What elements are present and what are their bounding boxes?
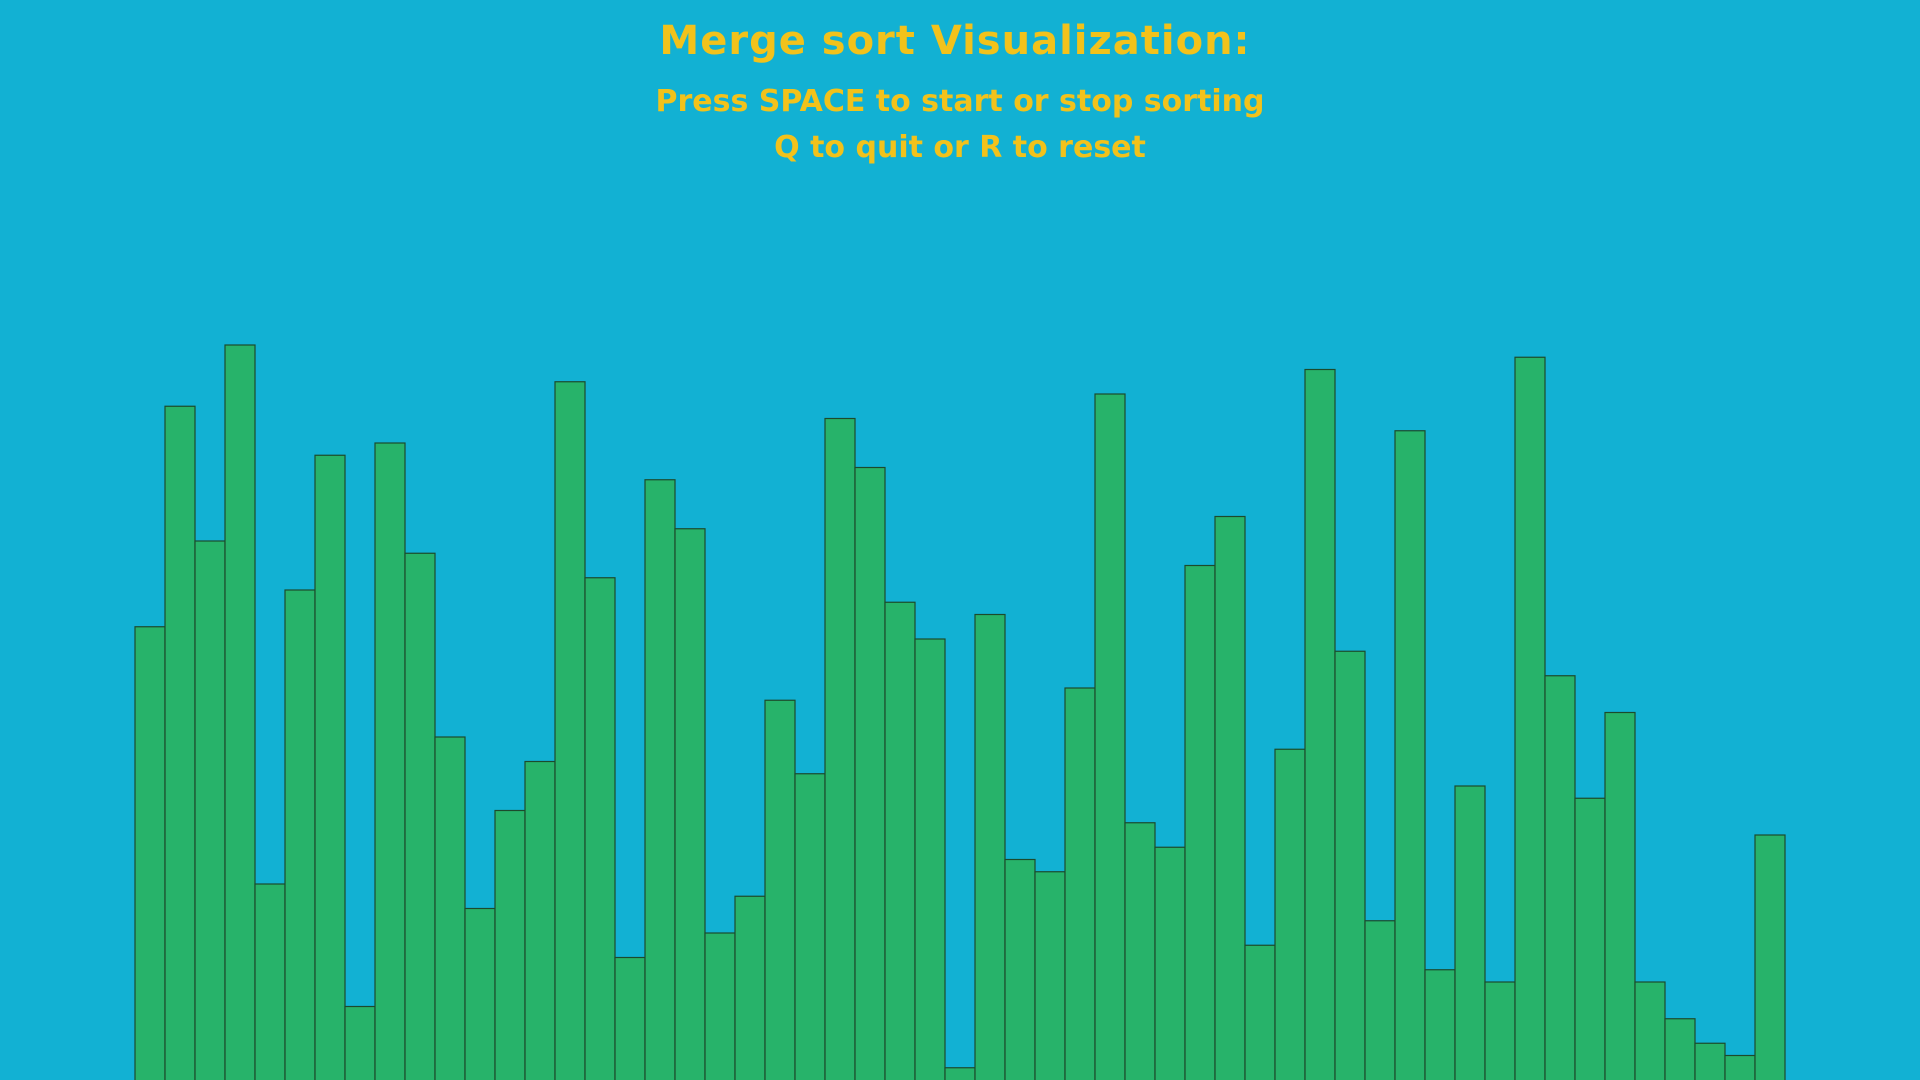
array-bar (884, 601, 916, 1080)
array-bar (1604, 711, 1636, 1080)
array-bar (944, 1067, 976, 1080)
array-bar (164, 405, 196, 1080)
array-bar (464, 907, 496, 1080)
array-bar (1484, 981, 1516, 1080)
array-bar (584, 577, 616, 1080)
array-bar (1544, 675, 1576, 1080)
array-bar (1364, 920, 1396, 1080)
array-bar (1184, 564, 1216, 1080)
array-bar (1244, 944, 1276, 1080)
array-bar (1334, 650, 1366, 1080)
array-bar (1094, 393, 1126, 1080)
array-bar (434, 736, 466, 1080)
array-bar (1394, 430, 1426, 1080)
array-bar (194, 540, 226, 1080)
array-bar (344, 1005, 376, 1080)
array-bar (734, 895, 766, 1080)
array-bar (1634, 981, 1666, 1080)
array-bar (1514, 356, 1546, 1080)
instructions-quit-reset: Q to quit or R to reset (774, 130, 1146, 165)
array-bar (794, 773, 826, 1080)
array-bar (254, 883, 286, 1080)
array-bar (914, 638, 946, 1080)
array-bar (1304, 368, 1336, 1080)
array-bar (1694, 1042, 1726, 1080)
array-bar (1214, 515, 1246, 1080)
array-bar (1454, 785, 1486, 1080)
instructions-start-stop: Press SPACE to start or stop sorting (655, 84, 1265, 119)
array-bar (1034, 871, 1066, 1080)
array-bar (1274, 748, 1306, 1080)
array-bar (1664, 1018, 1696, 1080)
page-title: Merge sort Visualization: (659, 18, 1251, 64)
array-bar (974, 613, 1006, 1080)
array-bar (764, 699, 796, 1080)
array-bar (1064, 687, 1096, 1080)
array-bar (134, 626, 166, 1080)
array-bar (404, 552, 436, 1080)
array-bar (314, 454, 346, 1080)
array-bar (494, 809, 526, 1080)
array-bar (1154, 846, 1186, 1080)
array-bar (524, 760, 556, 1080)
array-bar (1754, 834, 1786, 1080)
array-bar (224, 344, 256, 1080)
array-bar (674, 528, 706, 1080)
array-bar (824, 417, 856, 1080)
array-bar (854, 466, 886, 1080)
array-bar (614, 956, 646, 1080)
array-bar (374, 442, 406, 1080)
array-bar (1574, 797, 1606, 1080)
array-bar (284, 589, 316, 1080)
array-bar (704, 932, 736, 1080)
array-bar (1004, 858, 1036, 1080)
array-bar (554, 381, 586, 1080)
array-bar (644, 479, 676, 1080)
array-bar (1424, 969, 1456, 1080)
array-bar (1724, 1054, 1756, 1080)
array-bar (1124, 822, 1156, 1080)
